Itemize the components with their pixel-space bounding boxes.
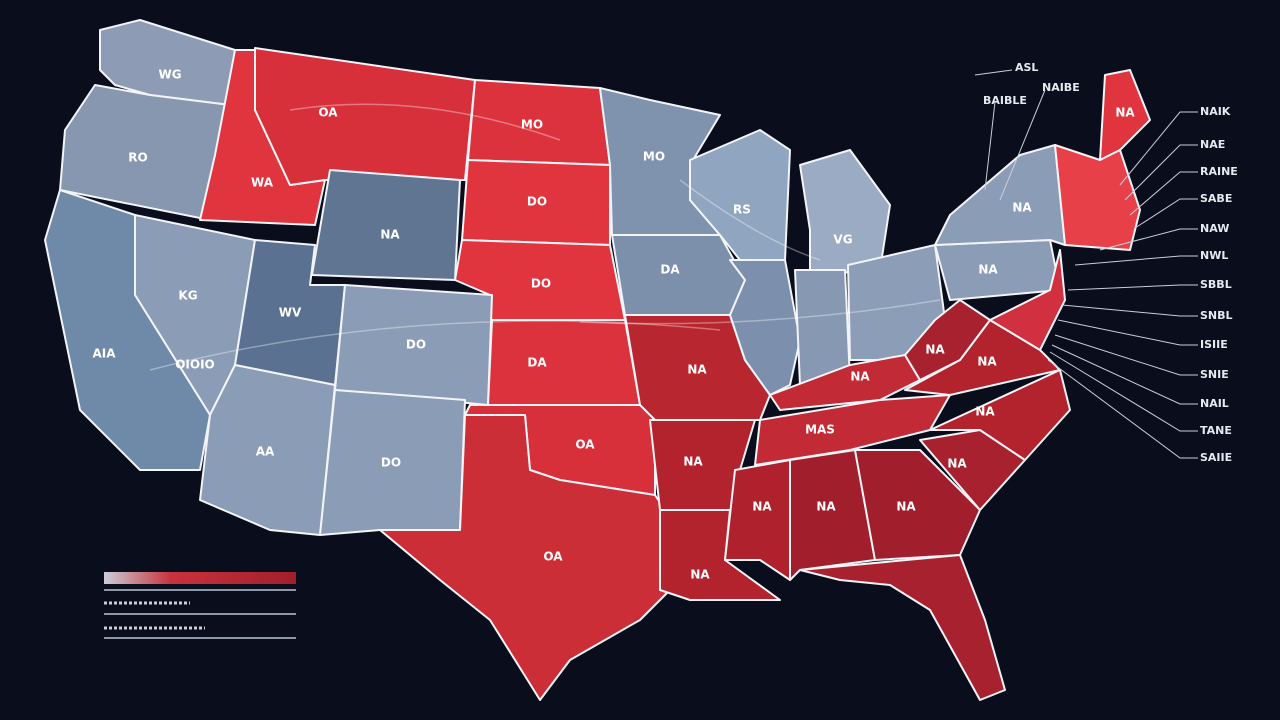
region-label: DA: [660, 263, 680, 277]
state: [854, 449, 981, 561]
streak: [679, 179, 821, 261]
region-label: NA: [925, 343, 945, 357]
region-label: NA: [975, 405, 995, 419]
leader-line: [1057, 319, 1198, 346]
region-label: RS: [733, 203, 751, 217]
state: [724, 459, 791, 581]
region-label: OA: [575, 438, 595, 452]
state: [1054, 144, 1141, 251]
callout-label: NAE: [1200, 138, 1225, 151]
streak: [289, 103, 561, 141]
region-label: DO: [527, 195, 547, 209]
top-label: BAIBLE: [983, 94, 1027, 107]
region-label: RO: [128, 151, 147, 165]
state: [929, 369, 1071, 461]
leader-line: [1129, 171, 1198, 216]
legend-bar: [104, 572, 296, 584]
region-label: WV: [279, 306, 302, 320]
top-label: ASL: [1015, 61, 1038, 74]
region-label: NA: [896, 500, 916, 514]
region-label: NA: [816, 500, 836, 514]
region-label: DO: [381, 456, 401, 470]
callout-label: NWL: [1200, 249, 1228, 262]
leader-line: [1049, 351, 1198, 432]
legend: [104, 572, 296, 639]
region-label: DA: [527, 356, 547, 370]
streaks: [149, 103, 941, 371]
leader-line: [1061, 304, 1198, 317]
state: [1099, 69, 1151, 161]
region-label: NA: [690, 568, 710, 582]
state: [989, 249, 1066, 351]
region-label: NA: [687, 363, 707, 377]
region-label: AIA: [92, 347, 116, 361]
region-label: MAS: [805, 423, 835, 437]
top-label: NAIBE: [1042, 81, 1080, 94]
leader-line: [1054, 334, 1198, 376]
state: [789, 449, 876, 581]
state: [199, 364, 336, 536]
region-label: NA: [978, 263, 998, 277]
leader-line: [974, 69, 1046, 201]
region-label: NA: [1012, 201, 1032, 215]
callout-label: SAIIE: [1200, 451, 1232, 464]
region-label: KG: [178, 289, 197, 303]
callout-label: RAINE: [1200, 165, 1238, 178]
state: [311, 169, 461, 281]
leader-line: [1051, 344, 1198, 405]
region-label: NA: [977, 355, 997, 369]
state: [487, 319, 641, 406]
callout-label: NAIL: [1200, 397, 1229, 410]
region-label: OA: [318, 106, 338, 120]
region-label: NA: [947, 457, 967, 471]
region-label: DO: [406, 338, 426, 352]
leader-line: [1099, 228, 1198, 251]
region-label: DO: [531, 277, 551, 291]
region-labels: WG OA MO RO WA DO MO RS VG NA DA DO KG W…: [92, 68, 1135, 582]
region-label: NA: [683, 455, 703, 469]
streak: [149, 320, 721, 371]
callout-label: TANE: [1200, 424, 1232, 437]
region-label: MO: [521, 118, 543, 132]
region-label: NA: [380, 228, 400, 242]
state: [799, 554, 1006, 701]
leader-line: [1124, 144, 1198, 201]
callout-label: NAIK: [1200, 105, 1231, 118]
region-label: NA: [850, 370, 870, 384]
top-labels: ASL NAIBE BAIBLE: [974, 61, 1080, 201]
region-label: OA: [543, 550, 563, 564]
callouts: NAIK NAE RAINE SABE NAW NWL SBBL SNBL ISIIE SNIE N…: [1047, 105, 1238, 464]
region-label: NA: [1115, 106, 1135, 120]
callout-label: SABE: [1200, 192, 1232, 205]
state: [379, 414, 681, 701]
leader-line: [1067, 284, 1198, 291]
callout-label: ISIIE: [1200, 338, 1228, 351]
region-label: WA: [251, 176, 274, 190]
streak: [579, 299, 941, 325]
states: [44, 19, 1151, 701]
state: [44, 189, 211, 471]
region-label: WG: [158, 68, 181, 82]
callout-label: NAW: [1200, 222, 1229, 235]
region-label: MO: [643, 150, 665, 164]
callout-label: SNIE: [1200, 368, 1229, 381]
leader-line: [1074, 255, 1198, 266]
callout-label: SBBL: [1200, 278, 1232, 291]
leader-line: [1047, 359, 1198, 459]
callout-label: SNBL: [1200, 309, 1233, 322]
region-label: AA: [256, 445, 275, 459]
leader-line: [1134, 198, 1198, 229]
region-label: OIOIO: [175, 358, 215, 372]
leader-line: [1119, 111, 1198, 186]
region-label: NA: [752, 500, 772, 514]
region-label: VG: [833, 233, 852, 247]
